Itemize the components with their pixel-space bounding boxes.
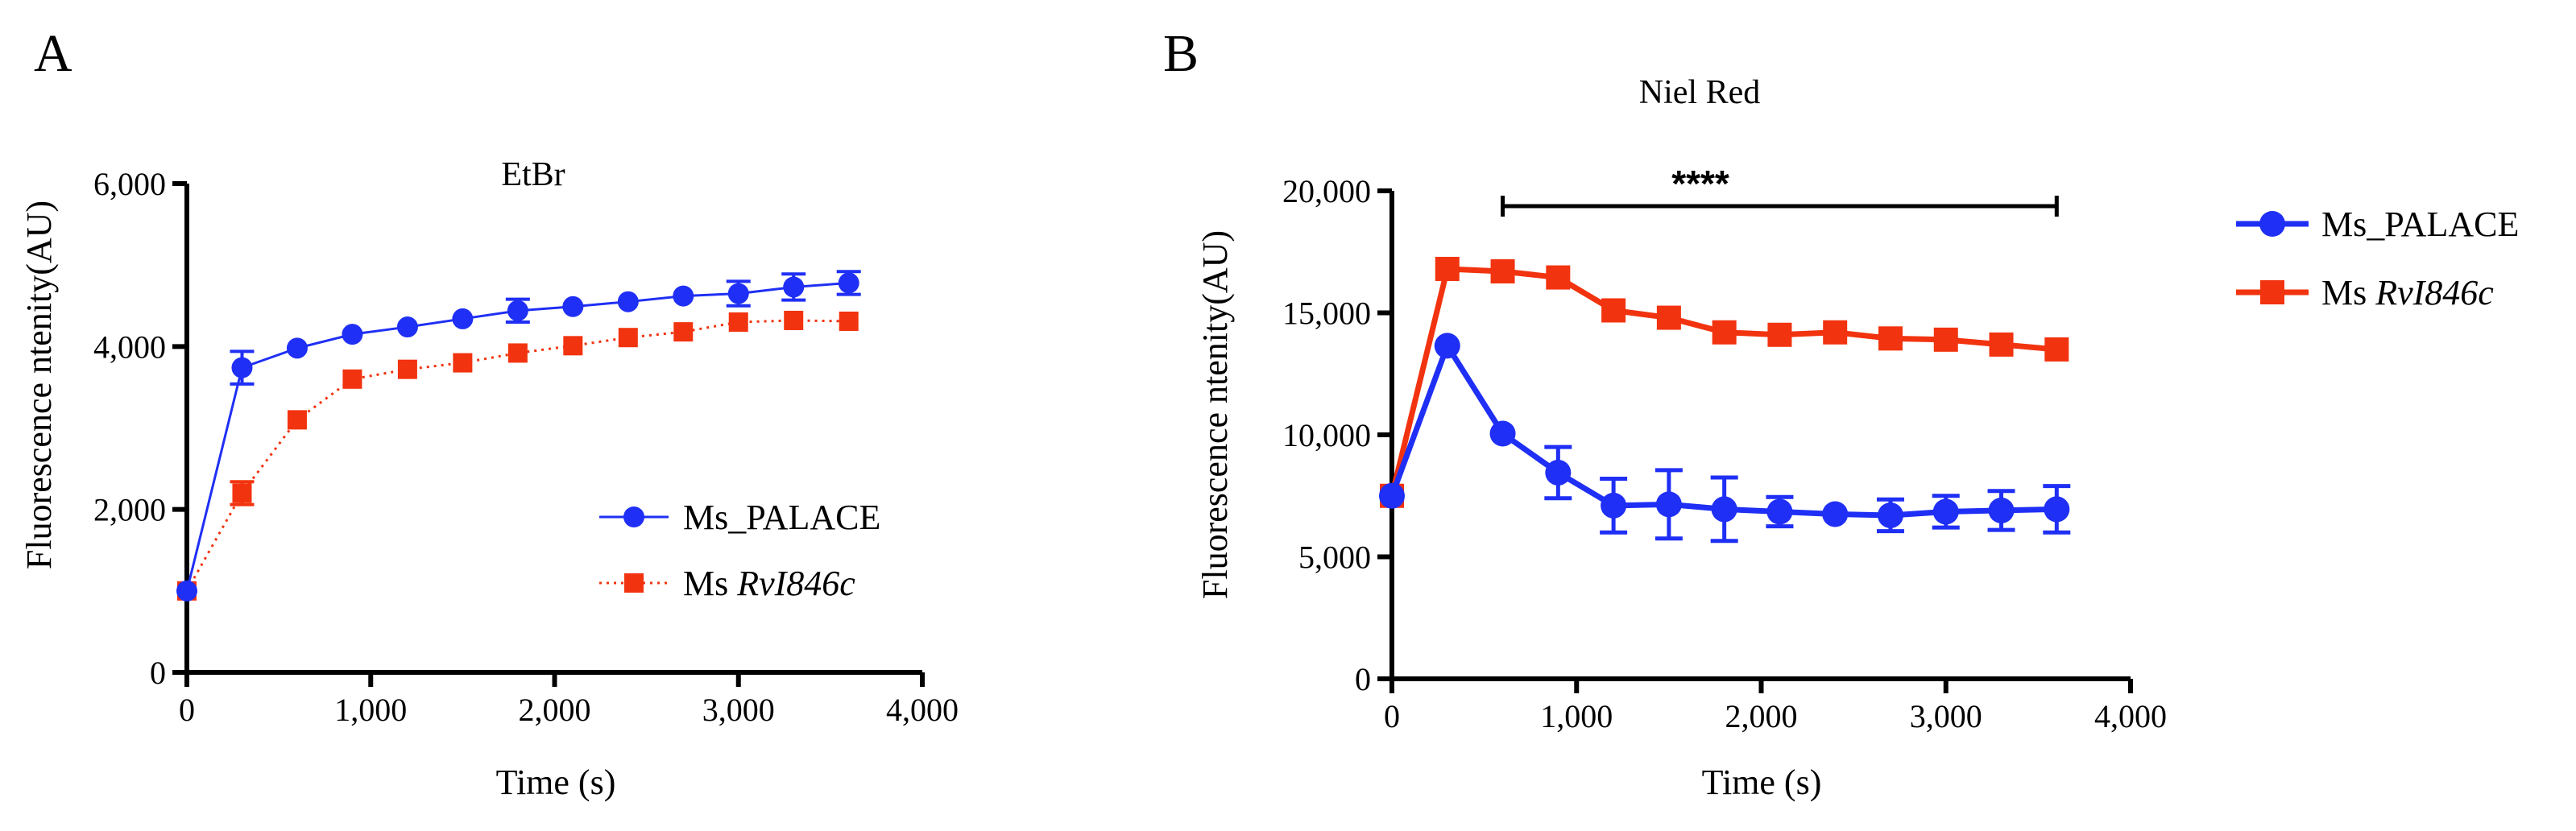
- chart-b-point-ms-rv1846c: [1823, 320, 1848, 345]
- chart-a-point-ms-rv1846c: [784, 310, 804, 330]
- chart-a-point-ms-rv1846c: [507, 343, 528, 363]
- chart-a-point-ms-palace: [396, 316, 418, 338]
- chart-a-point-ms-palace: [286, 337, 308, 359]
- chart-b-point-ms-rv1846c: [1601, 298, 1626, 323]
- chart-b-point-ms-palace: [1711, 496, 1737, 523]
- panel-letter-a: A: [34, 24, 72, 83]
- chart-a-point-ms-palace: [727, 283, 749, 304]
- chart-a-legend: Ms_PALACE Ms RvI846c: [599, 498, 880, 603]
- chart-b-point-ms-palace: [1655, 491, 1682, 518]
- chart-b-point-ms-rv1846c: [1656, 305, 1681, 330]
- chart-a-point-ms-rv1846c: [618, 328, 638, 348]
- legend-b-label-ms-rv1846c: Ms RvI846c: [2321, 273, 2494, 312]
- chart-b-series-line-ms-rv1846c: [1389, 266, 2057, 497]
- chart-b-x-tick-label: 2,000: [1725, 698, 1798, 734]
- legend-a-label-ms-rv1846c: Ms RvI846c: [683, 564, 855, 603]
- chart-b-significance-label: ****: [1671, 163, 1729, 205]
- chart-b-ylabel: Fluorescence ntenity(AU): [1195, 230, 1235, 599]
- chart-a-xlabel: Time (s): [496, 763, 616, 802]
- legend-b-marker-ms-palace: [2259, 211, 2285, 237]
- chart-b-point-ms-rv1846c: [1712, 320, 1737, 345]
- chart-b-y-tick-label: 20,000: [1282, 173, 1371, 209]
- chart-a-series-line-ms-palace: [185, 281, 849, 592]
- chart-a-y-tick-label: 2,000: [93, 492, 166, 528]
- chart-a-y-tick-label: 4,000: [93, 329, 166, 365]
- chart-a-point-ms-rv1846c: [232, 483, 252, 503]
- chart-b-y-tick-label: 0: [1355, 661, 1371, 697]
- chart-b-xlabel: Time (s): [1702, 763, 1822, 802]
- chart-b-point-ms-rv1846c: [1878, 326, 1903, 351]
- chart-a-point-ms-rv1846c: [673, 322, 694, 342]
- chart-b-point-ms-palace: [1988, 497, 2015, 523]
- chart-a-point-ms-palace: [342, 324, 363, 345]
- chart-a: 0 2,000 4,000 6,000 0 1,000 2,000 3,000 4,000: [93, 166, 959, 728]
- chart-a-y-tick-label: 6,000: [93, 166, 166, 202]
- chart-b-y-tick-label: 15,000: [1282, 296, 1371, 332]
- chart-b-x-tick-label: 1,000: [1540, 698, 1613, 734]
- chart-a-x-tick-label: 3,000: [702, 692, 775, 728]
- chart-a-point-ms-palace: [783, 276, 805, 298]
- chart-a-y-tick-label: 0: [150, 655, 166, 691]
- chart-b-point-ms-palace: [1932, 498, 1959, 525]
- chart-b-y-tick-label: 5,000: [1298, 540, 1371, 576]
- legend-b-label-ms-palace: Ms_PALACE: [2321, 205, 2519, 244]
- chart-b-point-ms-rv1846c: [1546, 265, 1571, 290]
- chart-b-point-ms-rv1846c: [1933, 327, 1958, 352]
- legend-a-marker-ms-palace: [623, 506, 644, 527]
- chart-a-point-ms-palace: [231, 357, 253, 378]
- chart-b-point-ms-palace: [2044, 496, 2070, 523]
- chart-a-point-ms-rv1846c: [342, 369, 362, 389]
- chart-a-point-ms-rv1846c: [728, 312, 748, 332]
- chart-b: 0 5,000 10,000 15,000 20,000 0 1,000 2,000 3,000…: [1282, 173, 2167, 734]
- chart-b-point-ms-palace: [1434, 333, 1460, 359]
- chart-b-point-ms-rv1846c: [1767, 322, 1792, 347]
- chart-a-point-ms-palace: [562, 296, 584, 317]
- chart-a-ylabel: Fluorescence ntenity(AU): [19, 201, 59, 569]
- chart-a-point-ms-palace: [452, 308, 474, 329]
- chart-b-point-ms-palace: [1877, 502, 1903, 528]
- chart-b-x-tick-label: 0: [1384, 698, 1400, 734]
- chart-b-point-ms-rv1846c: [1435, 256, 1460, 281]
- chart-b-point-ms-palace: [1822, 501, 1849, 527]
- chart-b-point-ms-palace: [1601, 492, 1627, 519]
- chart-a-point-ms-rv1846c: [397, 359, 417, 379]
- chart-a-x-tick-label: 0: [179, 692, 195, 728]
- chart-b-point-ms-palace: [1766, 498, 1793, 525]
- chart-a-point-ms-palace: [673, 285, 694, 307]
- chart-b-point-ms-rv1846c: [1989, 332, 2014, 357]
- chart-b-point-ms-rv1846c: [1490, 258, 1515, 283]
- chart-a-point-ms-palace: [507, 300, 528, 321]
- chart-b-point-ms-palace: [1545, 459, 1572, 486]
- chart-b-x-tick-label: 4,000: [2094, 698, 2167, 734]
- chart-a-point-ms-rv1846c: [839, 311, 859, 331]
- chart-b-point-ms-rv1846c: [2044, 337, 2069, 362]
- chart-a-x-tick-label: 1,000: [334, 692, 407, 728]
- chart-a-point-ms-rv1846c: [453, 353, 473, 373]
- chart-a-x-tick-label: 4,000: [886, 692, 959, 728]
- chart-a-title: EtBr: [501, 156, 565, 193]
- chart-a-point-ms-palace: [838, 272, 859, 294]
- chart-b-x-tick-label: 3,000: [1910, 698, 1982, 734]
- legend-b-marker-ms-rv1846c: [2260, 280, 2284, 304]
- chart-b-point-ms-palace: [1489, 420, 1516, 447]
- chart-b-point-ms-palace: [1379, 482, 1405, 509]
- legend-a-marker-ms-rv1846c: [624, 573, 644, 593]
- chart-b-y-tick-label: 10,000: [1282, 417, 1371, 453]
- chart-b-title: Niel Red: [1639, 74, 1760, 111]
- chart-a-point-ms-rv1846c: [287, 410, 307, 430]
- legend-a-label-ms-palace: Ms_PALACE: [683, 498, 880, 537]
- chart-a-point-ms-palace: [176, 580, 197, 602]
- chart-a-x-tick-label: 2,000: [519, 692, 591, 728]
- chart-b-legend: Ms_PALACE Ms RvI846c: [2236, 205, 2519, 312]
- panel-letter-b: B: [1163, 24, 1199, 83]
- chart-a-point-ms-palace: [617, 291, 639, 312]
- chart-a-point-ms-rv1846c: [563, 336, 583, 356]
